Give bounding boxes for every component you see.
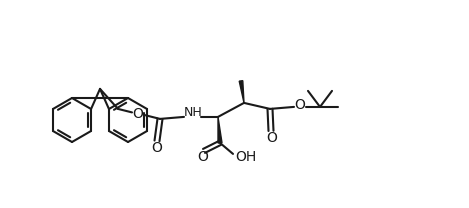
Text: O: O (151, 141, 162, 155)
Text: O: O (133, 107, 144, 121)
Text: O: O (295, 98, 305, 112)
Text: O: O (266, 131, 278, 145)
Text: NH: NH (184, 106, 203, 119)
Polygon shape (218, 117, 222, 143)
Text: OH: OH (235, 150, 257, 164)
Text: O: O (197, 150, 208, 164)
Polygon shape (239, 81, 244, 103)
